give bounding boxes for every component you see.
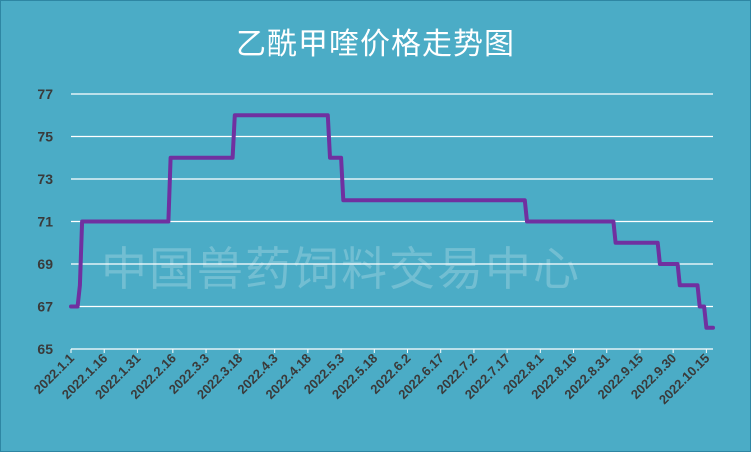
y-tick-label: 69 bbox=[37, 256, 53, 272]
y-tick-label: 67 bbox=[37, 299, 53, 315]
y-tick-label: 65 bbox=[37, 341, 53, 357]
y-axis: 65 67 69 71 73 75 77 bbox=[37, 86, 53, 357]
y-tick-label: 73 bbox=[37, 171, 53, 187]
x-axis: 2022.1.12022.1.162022.1.312022.2.162022.… bbox=[31, 349, 712, 407]
watermark-text: 中国兽药饲料交易中心 bbox=[101, 242, 581, 296]
y-tick-label: 75 bbox=[37, 129, 53, 145]
chart-title: 乙酰甲喹价格走势图 bbox=[236, 27, 515, 62]
y-tick-label: 77 bbox=[37, 86, 53, 102]
y-tick-label: 71 bbox=[37, 214, 53, 230]
series-group bbox=[69, 113, 715, 330]
price-series-line bbox=[69, 113, 715, 330]
